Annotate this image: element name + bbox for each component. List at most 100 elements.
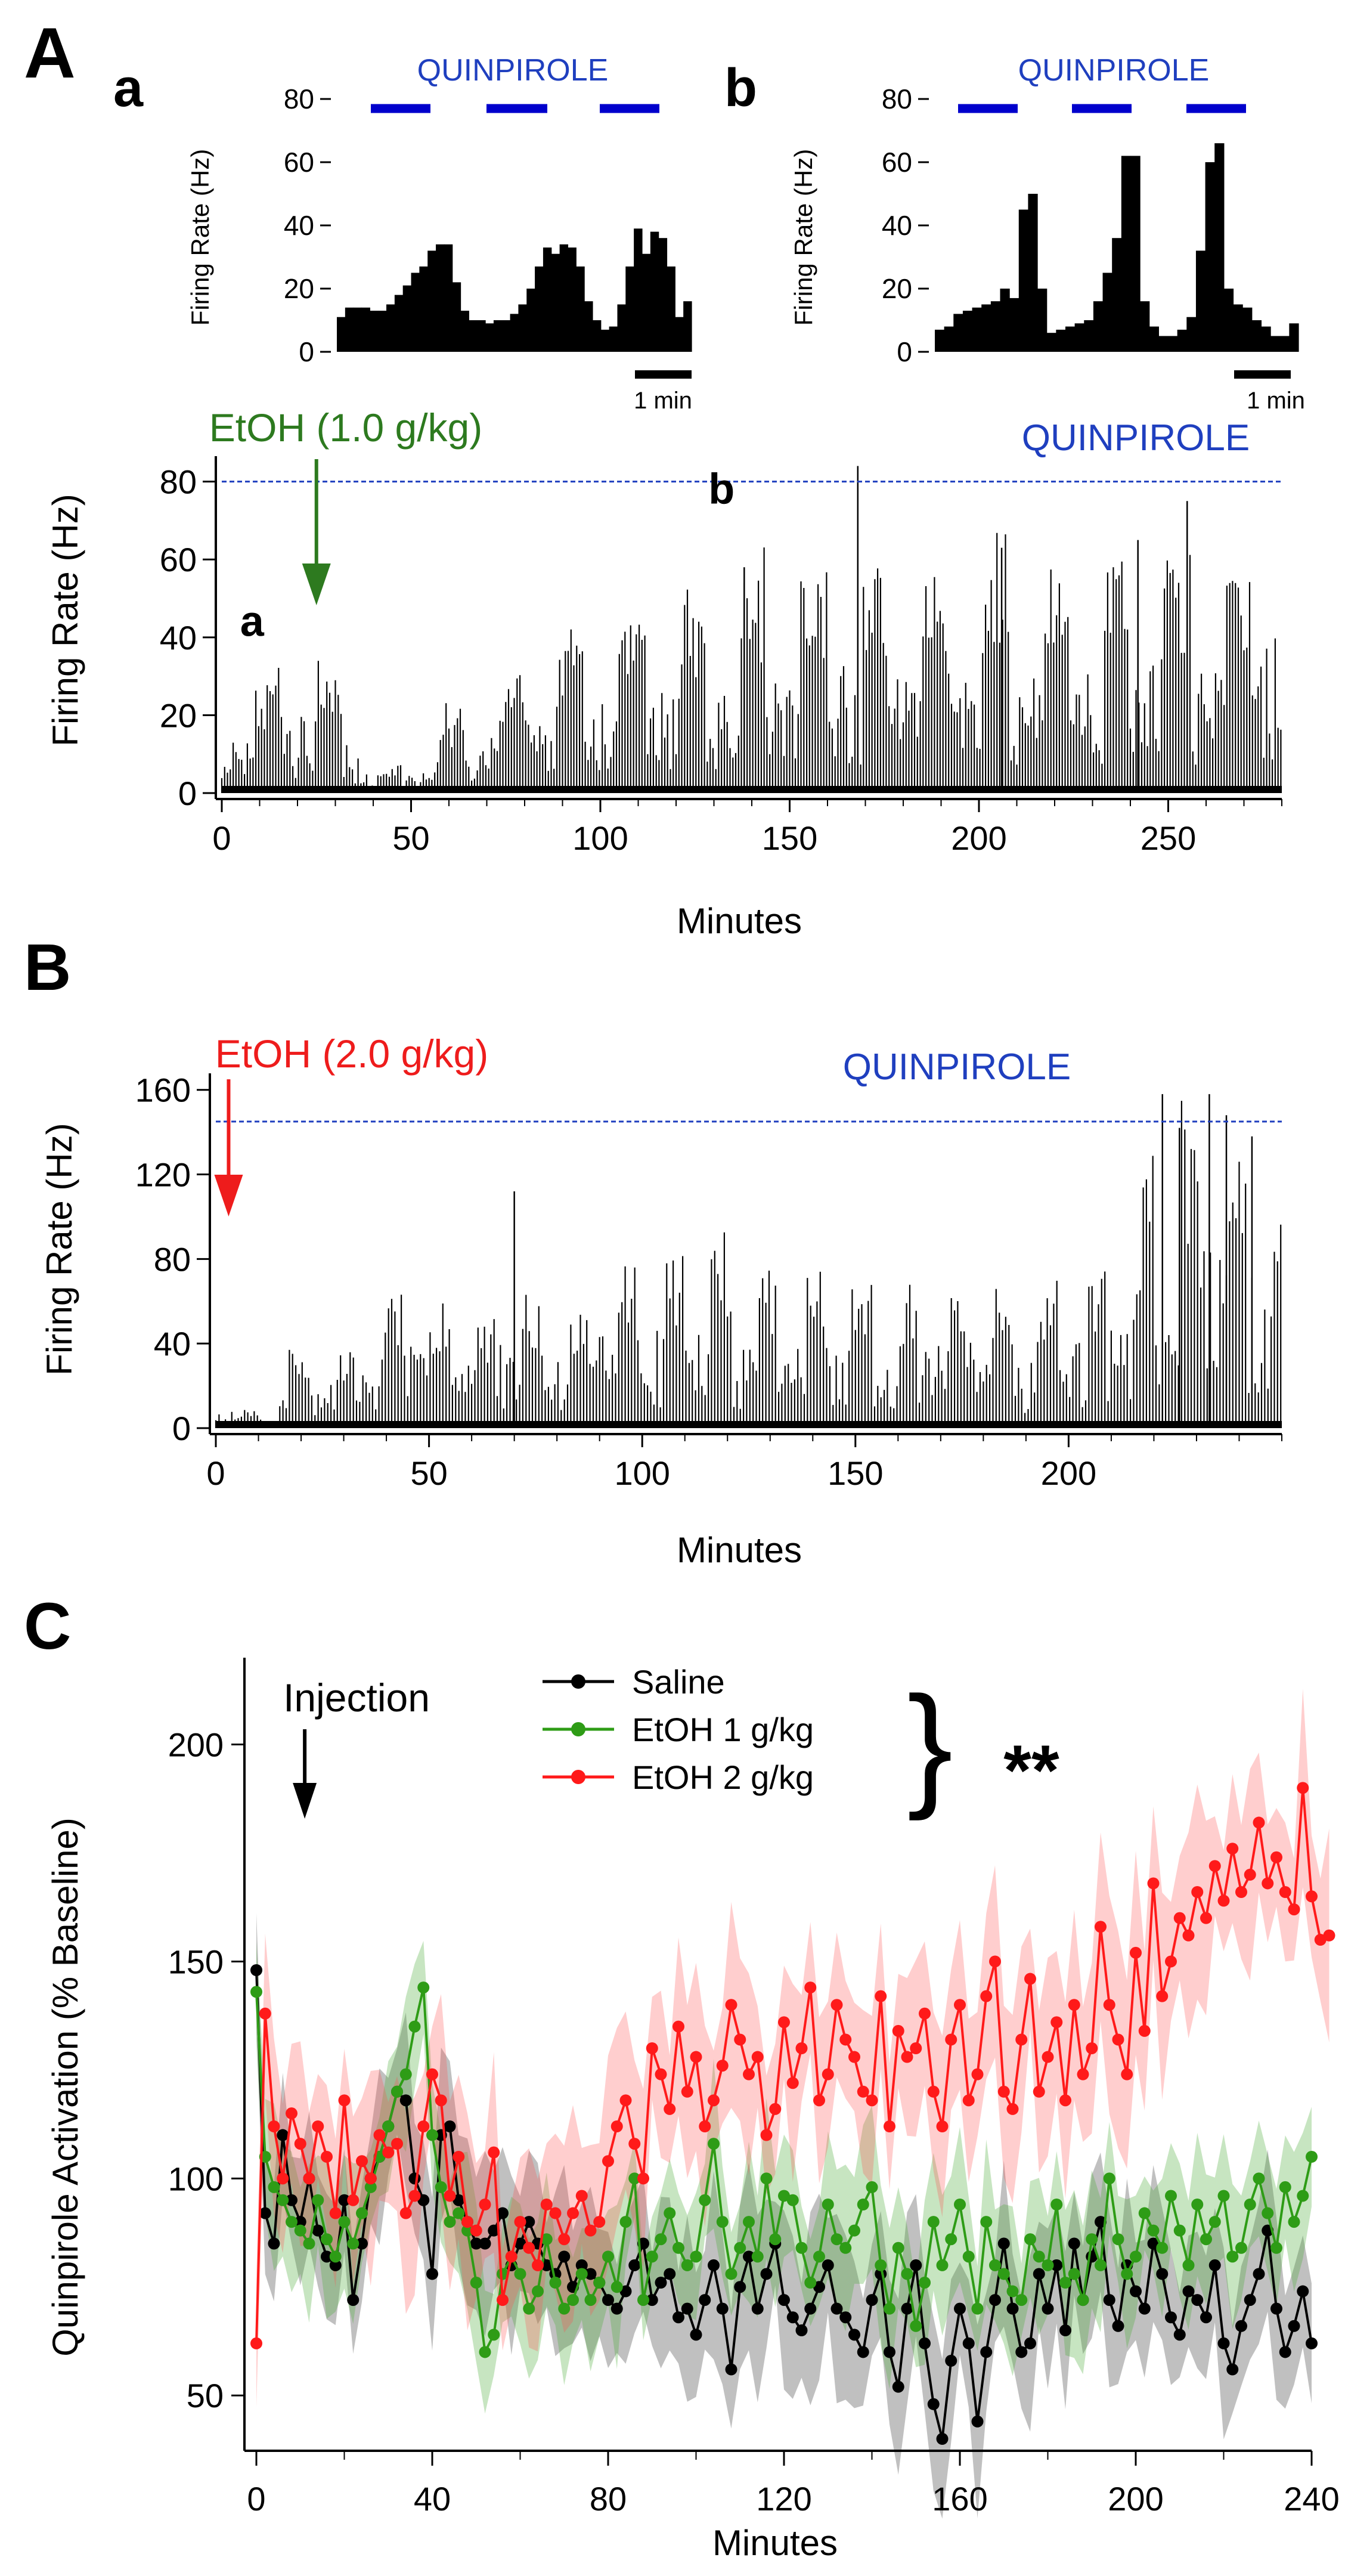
data-point [830, 1999, 843, 2011]
data-point [1173, 2329, 1186, 2341]
histogram-bar [667, 266, 675, 352]
data-point [1262, 1877, 1274, 1890]
data-point [778, 2190, 790, 2202]
y-tick-label: 20 [284, 273, 314, 304]
data-point [743, 2068, 755, 2080]
data-point [1138, 2024, 1151, 2037]
data-point [1024, 2233, 1036, 2246]
data-point [1226, 1843, 1239, 1855]
data-point [962, 2094, 975, 2107]
data-point [417, 2194, 430, 2206]
panel-label-Ab: b [724, 58, 757, 118]
data-point [1314, 1934, 1327, 1946]
y-tick-label: 60 [160, 541, 197, 578]
data-point [312, 2224, 324, 2237]
data-point [347, 2294, 360, 2306]
data-point [1033, 2268, 1045, 2280]
data-point [1279, 1886, 1291, 1898]
data-point [1297, 2285, 1309, 2298]
y-tick-label: 20 [882, 273, 912, 304]
data-point [866, 2094, 878, 2107]
data-point [655, 2233, 667, 2246]
histogram-bar [1102, 273, 1112, 352]
data-point [857, 2346, 869, 2358]
data-point [716, 2302, 729, 2315]
data-point [760, 2268, 773, 2280]
baseline-band [222, 786, 1282, 793]
data-point [1103, 2172, 1115, 2185]
data-point [910, 2042, 922, 2054]
x-tick-label: 80 [590, 2480, 627, 2518]
data-point [892, 2380, 904, 2393]
data-point [1173, 1912, 1186, 1924]
data-point [884, 2120, 895, 2132]
data-point [426, 2129, 438, 2141]
data-point [444, 2190, 456, 2202]
data-point [532, 2259, 544, 2271]
data-point [1112, 2033, 1124, 2046]
histogram-bar [935, 329, 945, 352]
data-point [321, 2233, 333, 2246]
data-point [1165, 2190, 1177, 2202]
data-point [1217, 1894, 1230, 1907]
y-axis-label-B: Firing Rate (Hz) [39, 1123, 79, 1375]
data-point [1208, 1860, 1221, 1872]
data-point [954, 2199, 966, 2210]
data-point [1006, 2103, 1019, 2115]
quinpirole-label-A: QUINPIROLE [1022, 417, 1250, 459]
data-point [795, 2042, 808, 2054]
data-point [1015, 2294, 1028, 2306]
chart-panel-B: QUINPIROLE EtOH (2.0 g/kg) 0 40 80 120 160 0 5… [39, 1032, 1282, 1570]
data-point [989, 1955, 1001, 1968]
histogram-bar [493, 320, 503, 352]
data-point [584, 2268, 597, 2280]
data-point [329, 2207, 342, 2219]
injection-label-B: EtOH (2.0 g/kg) [215, 1032, 489, 1076]
data-point [690, 2051, 702, 2063]
data-point [540, 2199, 553, 2210]
data-point [725, 2363, 737, 2376]
histogram-bar [1046, 333, 1056, 352]
data-point [655, 2068, 667, 2080]
data-point [646, 2250, 658, 2263]
injection-arrow-head [302, 564, 331, 605]
data-point [910, 2259, 922, 2271]
data-point [1156, 2241, 1169, 2254]
histogram-bar [1018, 209, 1029, 352]
data-point [1270, 2302, 1282, 2315]
data-point [1288, 2216, 1300, 2228]
data-point [356, 2207, 368, 2219]
scale-bar-label-Ab: 1 min [1247, 388, 1305, 414]
y-axis-Ab: 0 20 40 60 80 [882, 83, 929, 367]
histogram-bar [485, 323, 494, 352]
data-point [708, 2094, 720, 2107]
histogram-bar [1270, 336, 1281, 352]
data-point [294, 2138, 306, 2150]
x-tick-label: 0 [212, 819, 231, 857]
histogram-bar [1177, 329, 1187, 352]
data-point [408, 2020, 421, 2033]
histogram-bar [526, 289, 535, 352]
data-point [1103, 1999, 1115, 2011]
data-point [1042, 2302, 1054, 2315]
data-point [962, 2337, 975, 2349]
data-point [866, 2294, 878, 2306]
data-point [997, 2237, 1010, 2250]
data-point [461, 2224, 473, 2237]
panel-label-B: B [24, 931, 71, 1004]
data-point [769, 2233, 782, 2246]
data-point [1279, 2346, 1291, 2358]
x-tick-label: 0 [206, 1454, 225, 1492]
axes-C: 50 100 150 200 0 40 80 120 160 200 240 [168, 1658, 1340, 2518]
data-point [1262, 2207, 1274, 2219]
data-point [532, 2285, 544, 2298]
data-point [681, 2259, 693, 2271]
chart-panel-A: QUINPIROLE EtOH (1.0 g/kg) ab 0204060800… [45, 405, 1282, 941]
data-point [778, 2016, 790, 2029]
data-point [584, 2294, 597, 2306]
data-point [637, 2172, 649, 2185]
histogram-bar [543, 247, 552, 352]
data-point [1165, 2311, 1177, 2324]
data-point [848, 2051, 860, 2063]
data-point [989, 2294, 1001, 2306]
